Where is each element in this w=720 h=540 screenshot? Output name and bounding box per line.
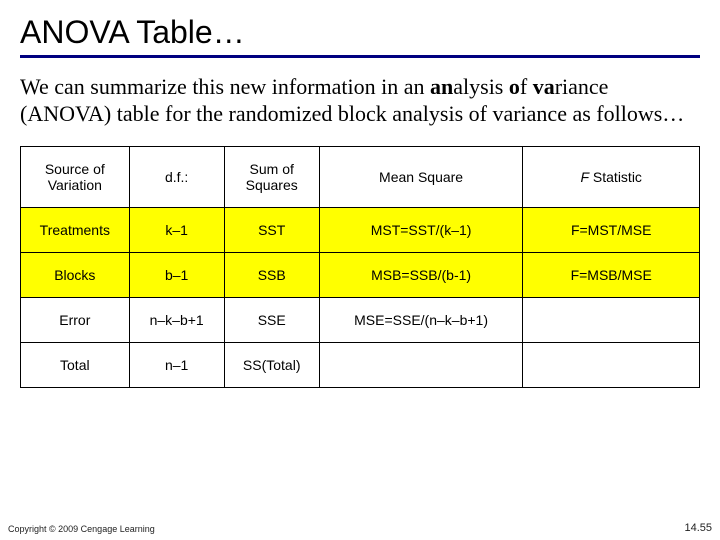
cell-ms: MSB=SSB/(b-1) bbox=[319, 252, 523, 297]
cell-ms bbox=[319, 342, 523, 387]
th-fstat-F: F bbox=[580, 169, 589, 185]
cell-source: Total bbox=[21, 342, 130, 387]
cell-source: Error bbox=[21, 297, 130, 342]
table-row: Total n–1 SS(Total) bbox=[21, 342, 700, 387]
cell-ms: MSE=SSE/(n–k–b+1) bbox=[319, 297, 523, 342]
cell-df: n–k–b+1 bbox=[129, 297, 224, 342]
para-seg2: alysis bbox=[453, 74, 509, 99]
cell-ss: SSE bbox=[224, 297, 319, 342]
slide: ANOVA Table… We can summarize this new i… bbox=[0, 0, 720, 540]
th-ms: Mean Square bbox=[319, 146, 523, 207]
cell-ss: SSB bbox=[224, 252, 319, 297]
cell-df: b–1 bbox=[129, 252, 224, 297]
table-row: Treatments k–1 SST MST=SST/(k–1) F=MST/M… bbox=[21, 207, 700, 252]
table-row: Blocks b–1 SSB MSB=SSB/(b-1) F=MSB/MSE bbox=[21, 252, 700, 297]
cell-fstat: F=MSB/MSE bbox=[523, 252, 700, 297]
cell-fstat: F=MST/MSE bbox=[523, 207, 700, 252]
table-row: Error n–k–b+1 SSE MSE=SSE/(n–k–b+1) bbox=[21, 297, 700, 342]
th-ss: Sum of Squares bbox=[224, 146, 319, 207]
cell-ss: SST bbox=[224, 207, 319, 252]
slide-title: ANOVA Table… bbox=[20, 14, 700, 58]
para-seg1: We can summarize this new information in… bbox=[20, 74, 430, 99]
cell-df: n–1 bbox=[129, 342, 224, 387]
cell-fstat bbox=[523, 297, 700, 342]
th-df: d.f.: bbox=[129, 146, 224, 207]
para-bold3: va bbox=[533, 74, 555, 99]
cell-df: k–1 bbox=[129, 207, 224, 252]
para-bold2: o bbox=[509, 74, 520, 99]
para-bold1: an bbox=[430, 74, 453, 99]
para-seg3: f bbox=[520, 74, 533, 99]
th-fstat-rest: Statistic bbox=[589, 169, 642, 185]
anova-table: Source of Variation d.f.: Sum of Squares… bbox=[20, 146, 700, 388]
cell-ms: MST=SST/(k–1) bbox=[319, 207, 523, 252]
th-source: Source of Variation bbox=[21, 146, 130, 207]
table-header-row: Source of Variation d.f.: Sum of Squares… bbox=[21, 146, 700, 207]
copyright-text: Copyright © 2009 Cengage Learning bbox=[8, 524, 155, 534]
cell-source: Treatments bbox=[21, 207, 130, 252]
page-number: 14.55 bbox=[684, 522, 712, 534]
cell-ss: SS(Total) bbox=[224, 342, 319, 387]
cell-source: Blocks bbox=[21, 252, 130, 297]
table-body: Treatments k–1 SST MST=SST/(k–1) F=MST/M… bbox=[21, 207, 700, 387]
cell-fstat bbox=[523, 342, 700, 387]
th-fstat: F Statistic bbox=[523, 146, 700, 207]
intro-paragraph: We can summarize this new information in… bbox=[20, 74, 700, 128]
